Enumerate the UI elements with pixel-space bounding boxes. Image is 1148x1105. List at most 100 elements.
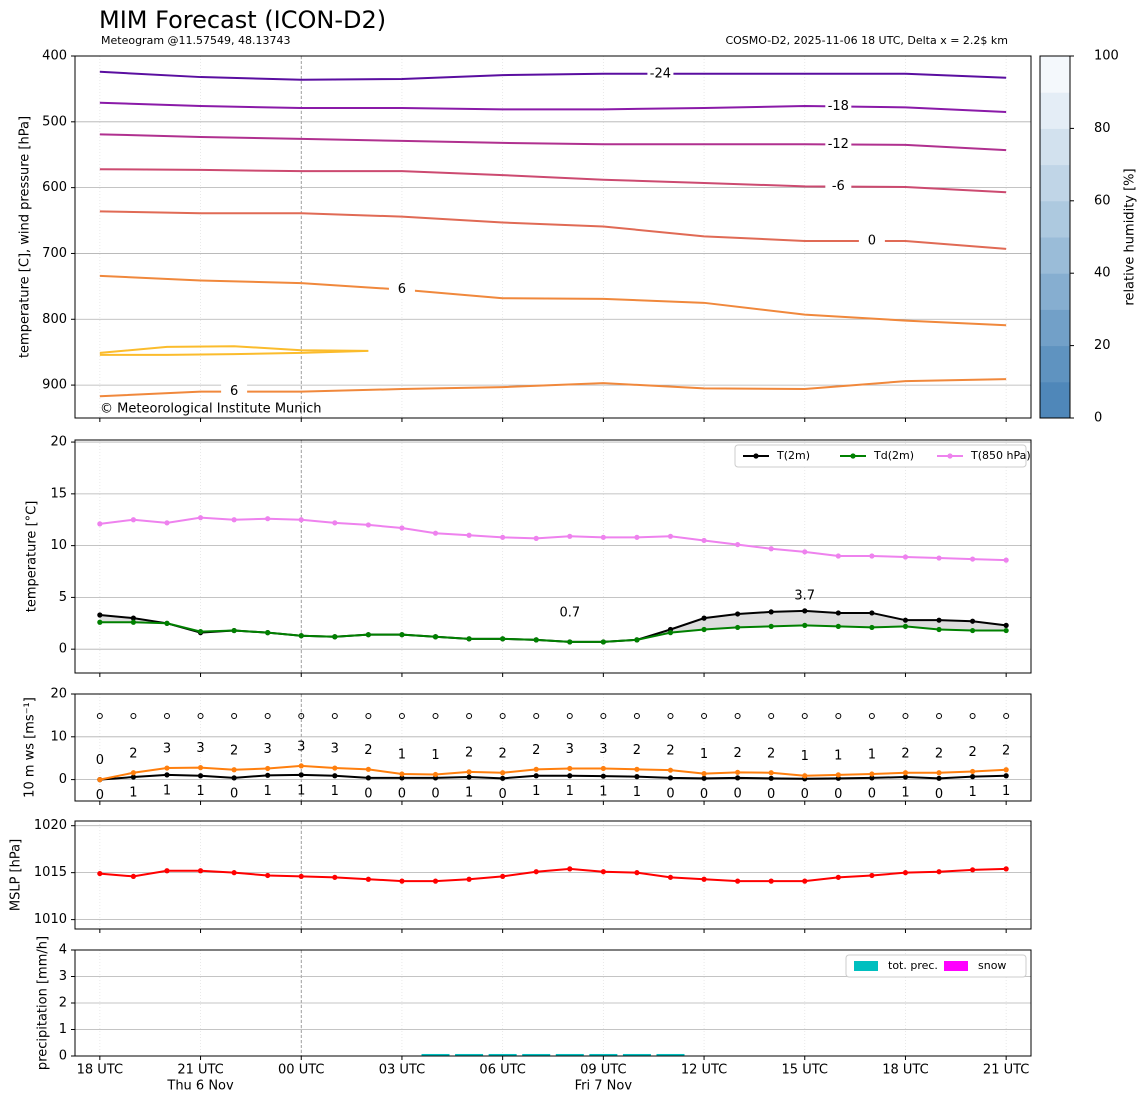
value-label: 2 [767, 746, 775, 761]
value-label: 2 [1002, 743, 1010, 758]
colorbar-band [1040, 128, 1070, 166]
axes-frame [74, 949, 1032, 1057]
point [567, 639, 573, 645]
point [735, 624, 741, 631]
point [265, 516, 271, 522]
max-label: 3.7 [794, 588, 815, 603]
point [1003, 622, 1009, 628]
series-line [99, 764, 1007, 781]
value-label: 1 [431, 748, 439, 763]
contour-label-bg [388, 281, 415, 298]
value-label: 3 [163, 742, 171, 757]
colorbar-band [1040, 200, 1070, 238]
point [533, 869, 539, 875]
point [399, 878, 405, 884]
point [231, 517, 237, 523]
colorbar-tick-label: 100 [1094, 49, 1119, 64]
point [667, 775, 674, 781]
point [735, 878, 741, 884]
value-label: 0 [868, 786, 876, 801]
point [735, 541, 741, 548]
calm-wind-marker [734, 713, 741, 719]
isotherm [99, 70, 1007, 81]
contour-label: 0 [868, 233, 876, 248]
point [600, 639, 606, 645]
point [735, 769, 741, 775]
point [1003, 557, 1009, 563]
panel: 0 5 10 15 20 temperature [°C] 0.7 3.7 T(2m) Td(2m… [25, 435, 1032, 677]
point [936, 617, 942, 623]
point [634, 774, 640, 780]
point [1003, 627, 1009, 634]
point [768, 609, 774, 615]
point [265, 772, 271, 778]
series-line [99, 516, 1007, 562]
x-tick-label: 21 UTC [177, 1063, 223, 1078]
date-label: Thu 6 Nov [166, 1079, 234, 1094]
value-label: 2 [532, 743, 540, 758]
isotherm [99, 101, 1007, 113]
legend-label: T(2m) [776, 449, 810, 462]
contour-label-bg [825, 98, 852, 115]
point [667, 533, 674, 539]
value-label: 1 [633, 785, 641, 800]
point [869, 771, 875, 777]
point [265, 765, 271, 772]
value-label: 0 [666, 786, 674, 801]
min-label: 0.7 [559, 605, 580, 620]
colorbar-band [1040, 92, 1070, 129]
calm-wind-marker [365, 713, 372, 719]
series-line [99, 773, 1007, 781]
point [802, 622, 808, 628]
point [533, 773, 539, 779]
y-tick-label: 0 [59, 642, 67, 657]
value-label: 2 [364, 743, 372, 758]
point [298, 763, 304, 769]
point [231, 775, 237, 781]
point [768, 775, 774, 781]
point [130, 517, 137, 523]
x-tick-label: 06 UTC [479, 1063, 525, 1078]
calm-wind-marker [936, 713, 943, 719]
calm-wind-marker [298, 713, 305, 719]
value-label: 0 [767, 787, 775, 802]
run-info: COSMO-D2, 2025-11-06 18 UTC, Delta x = 2… [725, 34, 1008, 47]
calm-wind-marker [96, 713, 103, 719]
contour-label-bg [858, 232, 885, 249]
value-label: 0 [499, 787, 507, 802]
dewpoint-spread-fill [99, 610, 1007, 642]
x-tick-label: 12 UTC [681, 1063, 727, 1078]
value-label: 0 [834, 787, 842, 802]
calm-wind-marker [633, 713, 640, 719]
value-label: 2 [901, 746, 909, 761]
point [365, 876, 371, 882]
point [164, 765, 170, 771]
value-label: 3 [599, 742, 607, 757]
point [432, 530, 439, 536]
point [869, 872, 875, 879]
point [97, 521, 103, 527]
point [265, 630, 271, 636]
point [567, 866, 573, 872]
point [1003, 866, 1009, 872]
point [500, 775, 506, 781]
value-label: 0 [96, 788, 104, 803]
value-label: 0 [431, 786, 439, 801]
point [164, 520, 170, 526]
point [634, 870, 640, 876]
point [936, 775, 942, 781]
point [667, 874, 674, 880]
value-label: 0 [364, 786, 372, 801]
point [164, 772, 170, 778]
calm-wind-marker [499, 713, 506, 719]
y-tick-label: 4 [59, 943, 67, 958]
y-tick-label: 600 [42, 180, 67, 195]
point [902, 774, 909, 780]
calm-wind-marker [801, 713, 808, 719]
point [802, 878, 808, 884]
y-axis-label: MSLP [hPa] [9, 839, 24, 911]
point [835, 874, 841, 880]
precip-bar [656, 1053, 685, 1056]
point [466, 876, 472, 882]
